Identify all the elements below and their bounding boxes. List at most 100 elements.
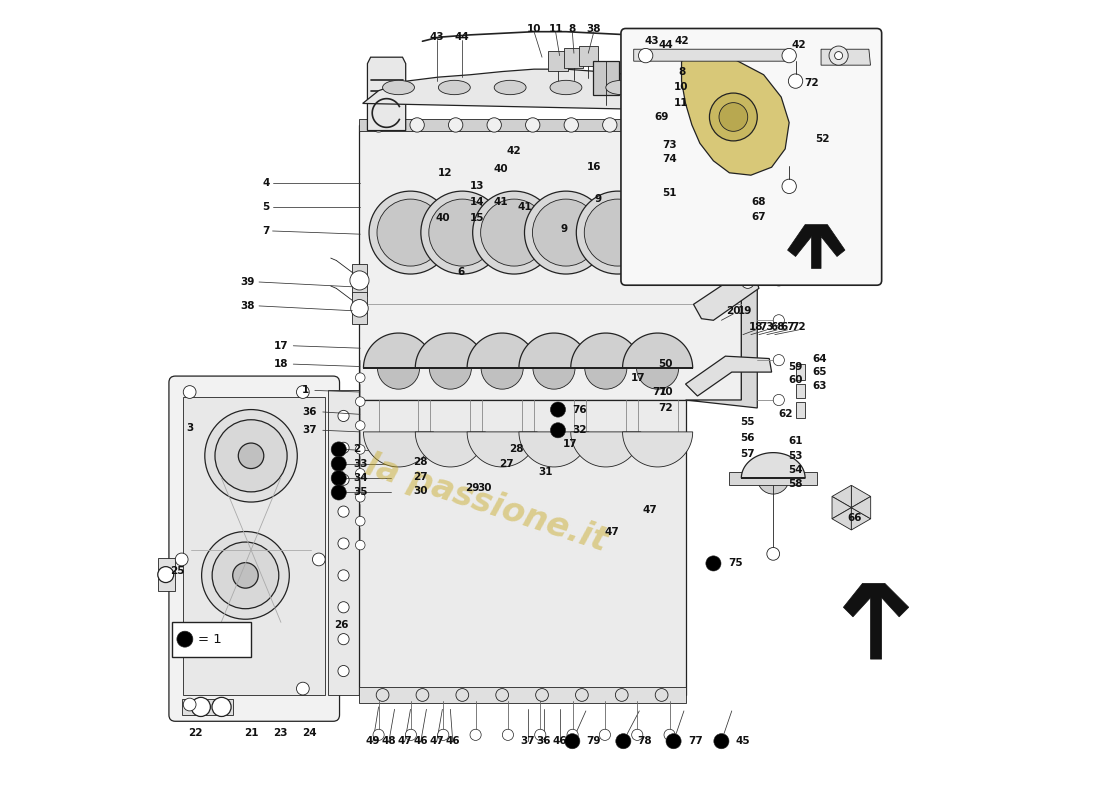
Polygon shape [741,453,805,478]
Circle shape [615,689,628,702]
Text: 8: 8 [569,24,576,34]
Text: 73: 73 [662,140,676,150]
Text: 28: 28 [509,445,524,454]
Circle shape [503,730,514,741]
Text: 66: 66 [847,513,861,523]
Polygon shape [363,333,433,368]
Circle shape [673,443,682,453]
Text: 59: 59 [789,362,803,371]
Circle shape [184,698,196,711]
Circle shape [465,443,475,453]
Text: 72: 72 [804,78,818,88]
Text: 69: 69 [654,112,669,122]
Circle shape [297,386,309,398]
Polygon shape [844,583,909,659]
Circle shape [742,193,759,209]
Polygon shape [416,432,485,467]
Text: 70: 70 [658,387,673,397]
Text: 17: 17 [274,341,288,350]
Circle shape [429,199,496,266]
Circle shape [719,102,748,131]
FancyBboxPatch shape [169,376,340,722]
FancyBboxPatch shape [621,29,881,286]
Circle shape [438,730,449,741]
Circle shape [584,199,651,266]
Text: 54: 54 [789,465,803,475]
Text: 15: 15 [470,214,484,223]
Text: 42: 42 [507,146,521,156]
Circle shape [496,689,508,702]
Circle shape [350,271,368,290]
Text: 42: 42 [674,36,689,46]
Circle shape [773,394,784,406]
Circle shape [191,698,210,717]
Text: 76: 76 [572,405,587,414]
Text: 4: 4 [262,178,270,188]
Circle shape [338,666,349,677]
Circle shape [338,538,349,549]
Text: 6: 6 [458,267,464,278]
Text: = 1: = 1 [198,633,221,646]
Circle shape [338,410,349,422]
Circle shape [631,730,642,741]
Polygon shape [623,432,693,467]
Text: la passione.it: la passione.it [361,449,612,558]
Text: 50: 50 [658,359,673,369]
Circle shape [355,516,365,526]
Circle shape [214,420,287,492]
Text: 79: 79 [586,736,602,746]
Text: 27: 27 [414,471,428,482]
Text: 11: 11 [674,98,689,109]
Circle shape [789,74,803,88]
Polygon shape [729,472,817,485]
Text: 63: 63 [812,381,827,390]
Text: 55: 55 [740,418,755,427]
Polygon shape [795,384,805,398]
Text: 24: 24 [301,728,317,738]
Polygon shape [359,125,741,400]
Circle shape [351,299,369,317]
Text: 68: 68 [751,198,766,207]
Circle shape [767,547,780,560]
Ellipse shape [661,80,693,94]
Circle shape [741,276,755,288]
Circle shape [773,354,784,366]
Polygon shape [359,687,685,703]
Polygon shape [851,508,871,530]
Text: 41: 41 [517,202,531,212]
Text: 47: 47 [429,736,444,746]
Text: 47: 47 [605,526,619,537]
Text: 36: 36 [537,736,551,746]
Circle shape [782,49,796,62]
Circle shape [569,443,579,453]
Circle shape [782,179,796,194]
Text: 29: 29 [464,482,480,493]
Polygon shape [352,292,366,324]
Polygon shape [363,69,739,111]
Text: 32: 32 [572,426,586,435]
Polygon shape [549,51,568,70]
Circle shape [212,542,278,609]
Text: 26: 26 [334,620,349,630]
Text: 19: 19 [738,306,752,316]
Circle shape [473,191,556,274]
Polygon shape [519,432,590,467]
Circle shape [421,191,504,274]
Polygon shape [788,225,845,269]
Text: 22: 22 [188,728,202,738]
Circle shape [706,556,721,571]
Circle shape [355,373,365,382]
Polygon shape [363,432,433,467]
Circle shape [600,730,610,741]
Text: 37: 37 [302,426,317,435]
Circle shape [355,445,365,454]
Circle shape [632,443,642,453]
Circle shape [338,442,349,454]
Circle shape [757,462,789,494]
Circle shape [616,734,631,749]
Text: 45: 45 [736,736,750,746]
Circle shape [532,199,600,266]
Text: 68: 68 [770,322,784,332]
Text: 43: 43 [429,32,444,42]
Circle shape [535,730,546,741]
